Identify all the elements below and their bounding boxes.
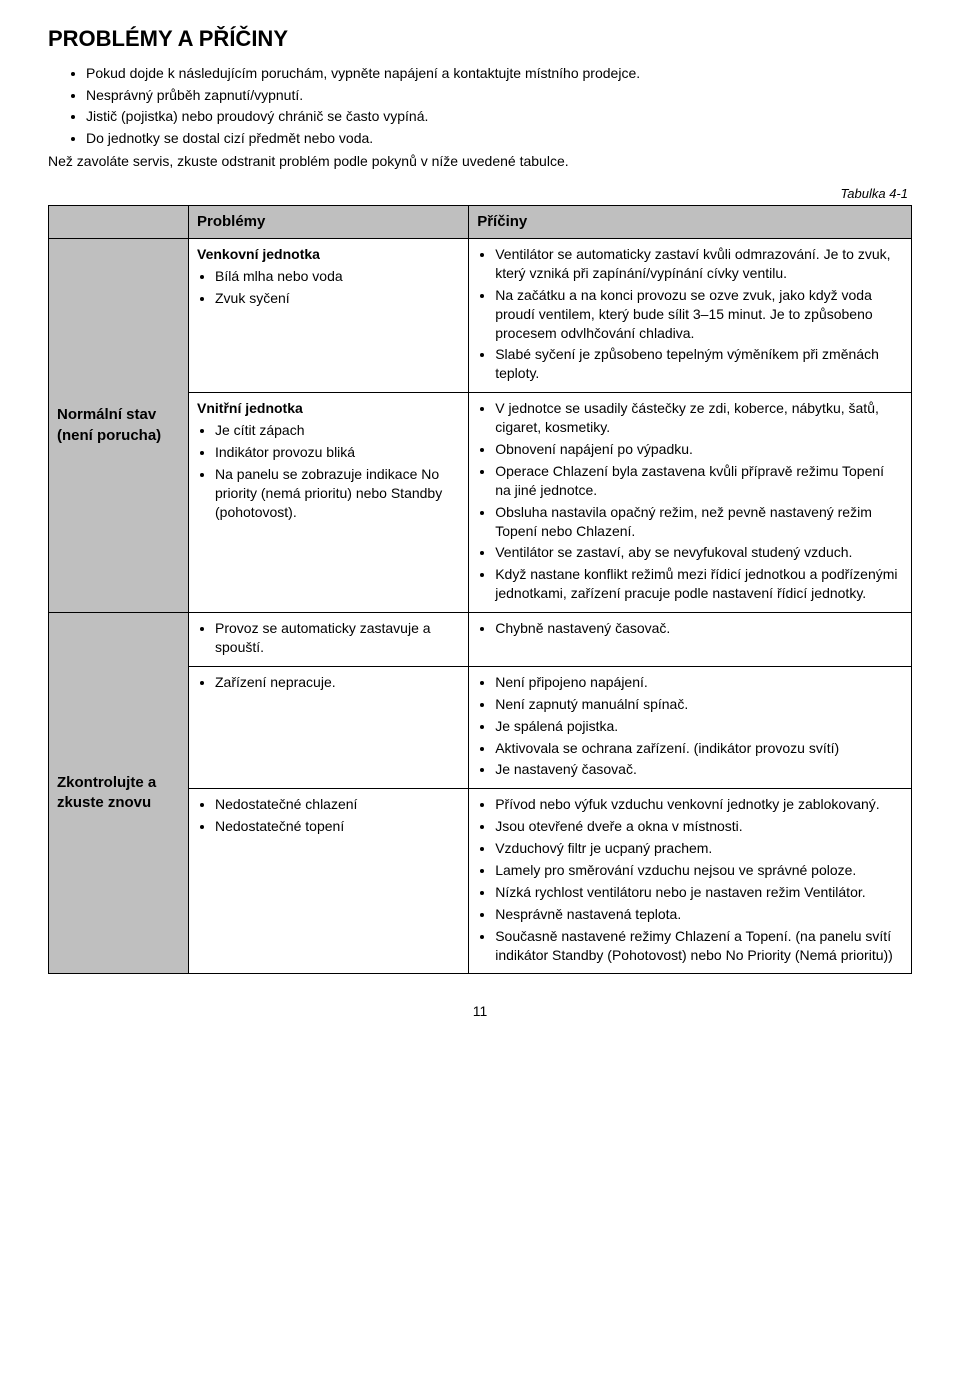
cause-cell: Ventilátor se automaticky zastaví kvůli … xyxy=(469,238,912,392)
problem-cell: Nedostatečné chlazení Nedostatečné topen… xyxy=(189,789,469,974)
table-caption: Tabulka 4-1 xyxy=(48,185,912,203)
cause-cell: Chybně nastavený časovač. xyxy=(469,613,912,667)
list-item: Lamely pro směrování vzduchu nejsou ve s… xyxy=(495,861,903,880)
list-item: Je spálená pojistka. xyxy=(495,717,903,736)
intro-bullet-list: Pokud dojde k následujícím poruchám, vyp… xyxy=(48,64,912,149)
row-label-normal: Normální stav (není porucha) xyxy=(49,238,189,612)
list-item: Provoz se automaticky zastavuje a spoušt… xyxy=(215,619,460,657)
intro-bullet: Nesprávný průběh zapnutí/vypnutí. xyxy=(86,86,912,105)
intro-bullet: Pokud dojde k následujícím poruchám, vyp… xyxy=(86,64,912,83)
page-number: 11 xyxy=(48,1002,912,1021)
row-label-check: Zkontrolujte a zkuste znovu xyxy=(49,613,189,974)
cause-cell: Není připojeno napájení. Není zapnutý ma… xyxy=(469,666,912,788)
list-item: Na panelu se zobrazuje indikace No prior… xyxy=(215,465,460,522)
list-item: Není zapnutý manuální spínač. xyxy=(495,695,903,714)
list-item: Není připojeno napájení. xyxy=(495,673,903,692)
list-item: Chybně nastavený časovač. xyxy=(495,619,903,638)
list-item: Aktivovala se ochrana zařízení. (indikát… xyxy=(495,739,903,758)
header-empty xyxy=(49,205,189,238)
intro-section: Pokud dojde k následujícím poruchám, vyp… xyxy=(48,64,912,171)
list-item: Operace Chlazení byla zastavena kvůli př… xyxy=(495,462,903,500)
list-item: Nedostatečné topení xyxy=(215,817,460,836)
cause-cell: V jednotce se usadily částečky ze zdi, k… xyxy=(469,393,912,613)
list-item: Nesprávně nastavená teplota. xyxy=(495,905,903,924)
problem-cell: Vnitřní jednotka Je cítit zápach Indikát… xyxy=(189,393,469,613)
list-item: Ventilátor se automaticky zastaví kvůli … xyxy=(495,245,903,283)
page-title: PROBLÉMY A PŘÍČINY xyxy=(48,24,912,54)
problem-subhead: Vnitřní jednotka xyxy=(197,399,460,418)
intro-bullet: Jistič (pojistka) nebo proudový chránič … xyxy=(86,107,912,126)
list-item: Přívod nebo výfuk vzduchu venkovní jedno… xyxy=(495,795,903,814)
problem-cell: Venkovní jednotka Bílá mlha nebo voda Zv… xyxy=(189,238,469,392)
list-item: Nízká rychlost ventilátoru nebo je nasta… xyxy=(495,883,903,902)
troubleshooting-table: Problémy Příčiny Normální stav (není por… xyxy=(48,205,912,975)
table-row: Normální stav (není porucha) Venkovní je… xyxy=(49,238,912,392)
list-item: Současně nastavené režimy Chlazení a Top… xyxy=(495,927,903,965)
list-item: Na začátku a na konci provozu se ozve zv… xyxy=(495,286,903,343)
header-causes: Příčiny xyxy=(469,205,912,238)
list-item: Je nastavený časovač. xyxy=(495,760,903,779)
list-item: Obnovení napájení po výpadku. xyxy=(495,440,903,459)
list-item: Indikátor provozu bliká xyxy=(215,443,460,462)
problem-subhead: Venkovní jednotka xyxy=(197,245,460,264)
table-header-row: Problémy Příčiny xyxy=(49,205,912,238)
list-item: Slabé syčení je způsobeno tepelným výměn… xyxy=(495,345,903,383)
list-item: Ventilátor se zastaví, aby se nevyfukova… xyxy=(495,543,903,562)
intro-note: Než zavoláte servis, zkuste odstranit pr… xyxy=(48,152,912,171)
table-row: Zkontrolujte a zkuste znovu Provoz se au… xyxy=(49,613,912,667)
problem-cell: Zařízení nepracuje. xyxy=(189,666,469,788)
intro-bullet: Do jednotky se dostal cizí předmět nebo … xyxy=(86,129,912,148)
list-item: Bílá mlha nebo voda xyxy=(215,267,460,286)
list-item: Zařízení nepracuje. xyxy=(215,673,460,692)
list-item: Vzduchový filtr je ucpaný prachem. xyxy=(495,839,903,858)
list-item: Nedostatečné chlazení xyxy=(215,795,460,814)
list-item: Jsou otevřené dveře a okna v místnosti. xyxy=(495,817,903,836)
list-item: Obsluha nastavila opačný režim, než pevn… xyxy=(495,503,903,541)
header-problems: Problémy xyxy=(189,205,469,238)
problem-cell: Provoz se automaticky zastavuje a spoušt… xyxy=(189,613,469,667)
list-item: V jednotce se usadily částečky ze zdi, k… xyxy=(495,399,903,437)
list-item: Je cítit zápach xyxy=(215,421,460,440)
list-item: Když nastane konflikt režimů mezi řídicí… xyxy=(495,565,903,603)
cause-cell: Přívod nebo výfuk vzduchu venkovní jedno… xyxy=(469,789,912,974)
list-item: Zvuk syčení xyxy=(215,289,460,308)
